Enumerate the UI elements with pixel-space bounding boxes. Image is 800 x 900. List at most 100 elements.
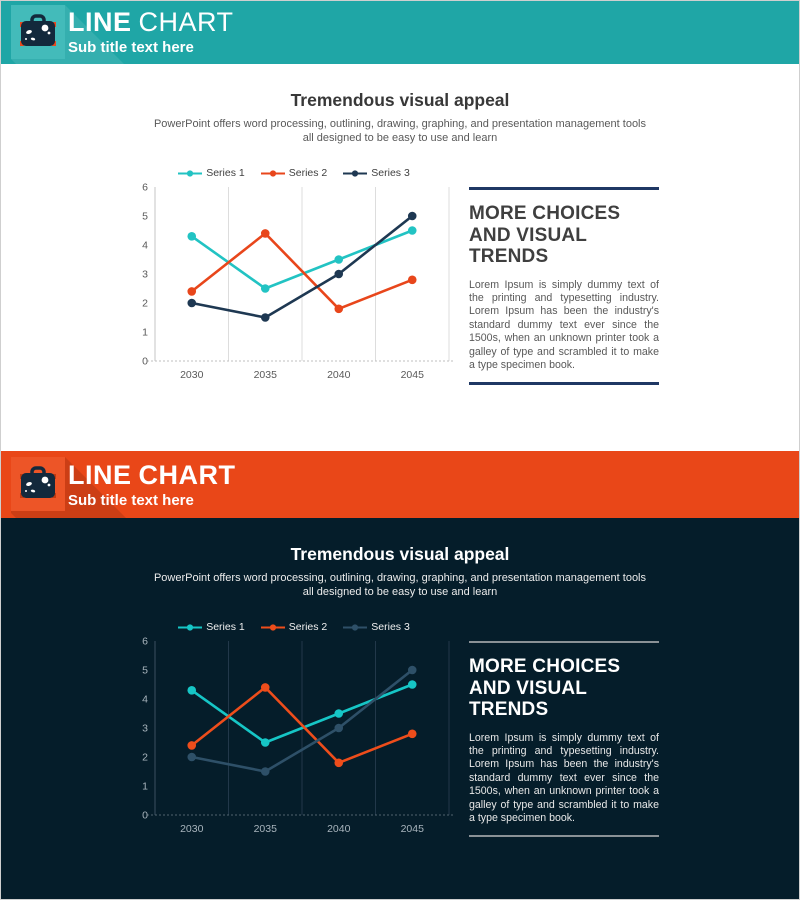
- slide2-header: LINE CHART Sub title text here: [1, 451, 799, 518]
- legend-label: Series 2: [288, 167, 328, 179]
- x-tick-label: 2035: [254, 369, 278, 381]
- y-tick-label: 3: [142, 269, 148, 281]
- legend-marker-icon: [260, 169, 285, 177]
- data-point: [260, 738, 270, 747]
- briefcase-icon: [20, 14, 56, 46]
- chart-plot: 0 1 2 3 4 5 6 2030 2035 2040 2045: [142, 183, 453, 381]
- x-tick-label: 2040: [327, 369, 351, 381]
- legend-marker-icon: [178, 169, 203, 177]
- x-tick-label: 2045: [401, 369, 425, 381]
- header-titles: LINE CHART Sub title text here: [68, 7, 234, 56]
- x-tick-label: 2030: [180, 369, 204, 381]
- header-title-word1: LINE: [68, 7, 132, 37]
- y-tick-label: 6: [142, 637, 148, 648]
- y-tick-label: 3: [142, 723, 148, 735]
- series-line: [191, 214, 414, 319]
- content-subtitle: PowerPoint offers word processing, outli…: [1, 571, 799, 599]
- legend-marker-icon: [343, 623, 368, 631]
- y-tick-label: 4: [142, 240, 148, 252]
- data-point: [407, 226, 417, 235]
- briefcase-icon: [20, 466, 56, 498]
- data-point: [334, 304, 344, 314]
- content-subtitle-line2: all designed to be easy to use and learn: [302, 132, 498, 144]
- legend-item: Series 1: [178, 621, 245, 633]
- panel-top-rule: [469, 641, 659, 643]
- legend-label: Series 3: [371, 621, 410, 633]
- y-tick-label: 6: [142, 183, 148, 194]
- y-tick-label: 2: [142, 752, 148, 764]
- content-title: Tremendous visual appeal: [290, 90, 510, 110]
- content-subtitle-line2: all designed to be easy to use and learn: [302, 586, 498, 598]
- data-point: [407, 680, 417, 689]
- data-point: [260, 313, 270, 322]
- y-tick-label: 4: [142, 694, 148, 706]
- y-tick-label: 5: [142, 211, 148, 223]
- x-tick-label: 2045: [401, 823, 425, 835]
- data-point: [407, 275, 417, 285]
- header-title-word1: LINE: [68, 460, 132, 490]
- content-subtitle-line1: PowerPoint offers word processing, outli…: [153, 118, 647, 130]
- y-tick-label: 2: [142, 298, 148, 310]
- line-chart: Series 1 Series 2 Series 3 0 1 2 3 4 5 6 2030 2035 2…: [129, 619, 459, 839]
- data-point: [334, 255, 344, 264]
- legend-item: Series 2: [260, 621, 328, 633]
- y-tick-label: 0: [142, 356, 148, 368]
- data-point: [407, 665, 417, 675]
- y-tick-label: 1: [142, 781, 148, 793]
- legend-label: Series 1: [206, 167, 245, 179]
- data-point: [187, 232, 197, 241]
- legend-item: Series 2: [260, 167, 328, 179]
- legend-marker-icon: [260, 623, 285, 631]
- legend-label: Series 2: [288, 621, 328, 633]
- slide-light: LINE CHART Sub title text here Tremendous…: [1, 1, 799, 451]
- icon-tile: [11, 5, 65, 59]
- legend-label: Series 3: [371, 167, 410, 179]
- content-title: Tremendous visual appeal: [290, 544, 510, 564]
- data-point: [260, 229, 270, 238]
- data-point: [187, 287, 197, 296]
- header-title: LINE CHART: [68, 7, 234, 37]
- panel-heading: MORE CHOICES AND VISUAL TRENDS: [469, 203, 621, 267]
- legend-item: Series 3: [343, 167, 410, 179]
- header-title-word2: CHART: [138, 460, 236, 490]
- legend-item: Series 1: [178, 167, 245, 179]
- series-line: [190, 232, 413, 311]
- x-tick-label: 2040: [327, 823, 351, 835]
- data-point: [187, 741, 197, 750]
- content-row: Series 1 Series 2 Series 3 0 1 2 3 4 5 6 2030 2035 2…: [129, 165, 659, 386]
- data-point: [260, 284, 270, 293]
- chart-legend: Series 1 Series 2 Series 3: [129, 619, 459, 635]
- data-point: [260, 767, 270, 776]
- chart-legend: Series 1 Series 2 Series 3: [129, 165, 459, 181]
- legend-marker-icon: [343, 169, 368, 177]
- content-row: Series 1 Series 2 Series 3 0 1 2 3 4 5 6 2030 2035 2…: [129, 619, 659, 839]
- legend-item: Series 3: [343, 621, 410, 633]
- panel-body: Lorem Ipsum is simply dummy text of the …: [469, 731, 659, 824]
- series-line: [191, 668, 414, 773]
- series-line: [190, 686, 413, 765]
- data-point: [187, 752, 197, 762]
- panel-top-rule: [469, 187, 659, 190]
- icon-tile: [11, 457, 65, 511]
- data-point: [187, 298, 197, 308]
- header-subtitle: Sub title text here: [68, 492, 194, 509]
- side-panel: MORE CHOICES AND VISUAL TRENDS Lorem Ips…: [469, 165, 659, 386]
- data-point: [407, 211, 417, 221]
- y-tick-label: 0: [142, 810, 148, 822]
- legend-marker-icon: [178, 623, 203, 631]
- panel-heading: MORE CHOICES AND VISUAL TRENDS: [469, 656, 621, 720]
- content-subtitle-line1: PowerPoint offers word processing, outli…: [153, 572, 647, 584]
- slide1-header: LINE CHART Sub title text here: [1, 1, 799, 64]
- data-point: [260, 683, 270, 692]
- y-tick-label: 1: [142, 327, 148, 339]
- data-point: [407, 729, 417, 739]
- chart-plot: 0 1 2 3 4 5 6 2030 2035 2040 2045: [142, 637, 453, 835]
- header-titles: LINE CHART Sub title text here: [68, 460, 236, 509]
- slide1-body: Tremendous visual appeal PowerPoint offe…: [1, 64, 799, 451]
- data-point: [334, 723, 344, 733]
- panel-body: Lorem Ipsum is simply dummy text of the …: [469, 278, 659, 371]
- side-panel: MORE CHOICES AND VISUAL TRENDS Lorem Ips…: [469, 619, 659, 839]
- data-point: [334, 269, 344, 279]
- content-subtitle: PowerPoint offers word processing, outli…: [1, 117, 799, 145]
